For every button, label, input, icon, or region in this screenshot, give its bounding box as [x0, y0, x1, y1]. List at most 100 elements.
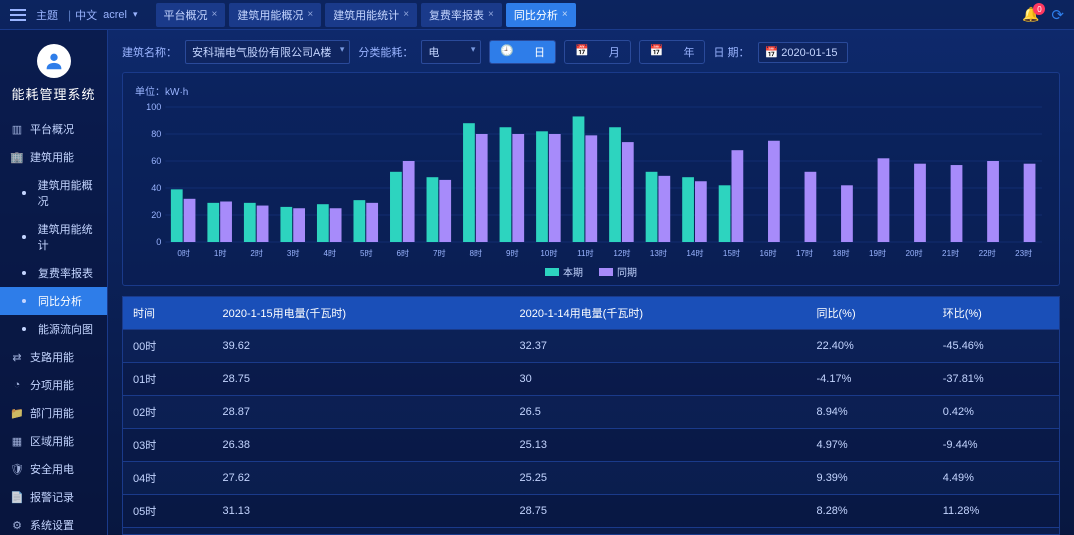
period-clock-icon[interactable]: 🕘	[490, 41, 524, 63]
table-row[interactable]: 06时51.6360-13.95%39.71%	[123, 528, 1059, 535]
date-label: 日 期：	[713, 44, 749, 60]
svg-text:4时: 4时	[323, 248, 336, 258]
tab-close-icon[interactable]: ×	[403, 9, 409, 20]
user-chevron-icon[interactable]: ▾	[133, 9, 138, 20]
svg-text:1时: 1时	[214, 248, 227, 258]
sidebar-item-6[interactable]: 能源流向图	[0, 315, 107, 343]
data-table: 时间2020-1-15用电量(千瓦时)2020-1-14用电量(千瓦时)同比(%…	[123, 297, 1059, 535]
legend-item[interactable]: 同期	[599, 264, 637, 279]
svg-text:40: 40	[151, 183, 161, 193]
svg-text:14时: 14时	[686, 248, 703, 258]
sidebar-item-1[interactable]: 🏢建筑用能	[0, 143, 107, 171]
svg-text:11时: 11时	[577, 248, 594, 258]
table-header: 同比(%)	[807, 297, 933, 330]
svg-text:60: 60	[151, 156, 161, 166]
sidebar-item-9[interactable]: 📁部门用能	[0, 399, 107, 427]
table-row[interactable]: 04时27.6225.259.39%4.49%	[123, 462, 1059, 495]
svg-text:6时: 6时	[396, 248, 409, 258]
sidebar-item-13[interactable]: ⚙系统设置	[0, 511, 107, 535]
chart-unit: 单位：kW·h	[135, 83, 1047, 98]
sidebar-item-4[interactable]: 复费率报表	[0, 259, 107, 287]
date-cal-icon: 📅	[765, 47, 782, 59]
sidebar-item-7[interactable]: ⇄支路用能	[0, 343, 107, 371]
period-year[interactable]: 年	[673, 41, 704, 63]
tab-close-icon[interactable]: ×	[488, 9, 494, 20]
sidebar-item-10[interactable]: ▦区域用能	[0, 427, 107, 455]
svg-text:5时: 5时	[360, 248, 373, 258]
nav-icon: ▥	[10, 123, 24, 136]
table-row[interactable]: 05时31.1328.758.28%11.28%	[123, 495, 1059, 528]
period-cal1-icon[interactable]: 📅	[565, 41, 599, 63]
sidebar-item-0[interactable]: ▥平台概况	[0, 115, 107, 143]
period-group: 🕘 日	[489, 40, 556, 64]
bar-chart: 0204060801000时1时2时3时4时5时6时7时8时9时10时11时12…	[135, 102, 1047, 262]
svg-text:21时: 21时	[942, 248, 959, 258]
svg-text:2时: 2时	[250, 248, 263, 258]
period-cal2-icon[interactable]: 📅	[640, 41, 674, 63]
period-day[interactable]: 日	[524, 41, 555, 63]
tab-3[interactable]: 复费率报表×	[421, 3, 502, 27]
svg-text:100: 100	[146, 102, 161, 112]
svg-text:10时: 10时	[540, 248, 557, 258]
svg-text:3时: 3时	[287, 248, 300, 258]
nav-icon: 📁	[10, 407, 24, 420]
svg-text:16时: 16时	[759, 248, 776, 258]
table-row[interactable]: 02时28.8726.58.94%0.42%	[123, 396, 1059, 429]
lang-label[interactable]: 中文	[75, 7, 97, 23]
svg-text:0: 0	[156, 237, 161, 247]
refresh-icon[interactable]: ⟳	[1051, 6, 1064, 24]
tab-1[interactable]: 建筑用能概况×	[229, 3, 321, 27]
svg-text:13时: 13时	[650, 248, 667, 258]
table-header: 时间	[123, 297, 213, 330]
period-month[interactable]: 月	[599, 41, 630, 63]
table-header: 2020-1-14用电量(千瓦时)	[510, 297, 807, 330]
building-select[interactable]: 安科瑞电气股份有限公司A楼	[185, 40, 350, 64]
nav-icon: ⇄	[10, 351, 24, 364]
building-label: 建筑名称：	[122, 44, 177, 60]
user-name[interactable]: acrel	[103, 9, 127, 21]
tab-2[interactable]: 建筑用能统计×	[325, 3, 417, 27]
svg-text:9时: 9时	[506, 248, 519, 258]
svg-text:7时: 7时	[433, 248, 446, 258]
table-header: 2020-1-15用电量(千瓦时)	[213, 297, 510, 330]
nav-icon: ⚙	[10, 519, 24, 532]
svg-text:12时: 12时	[613, 248, 630, 258]
svg-text:18时: 18时	[833, 248, 850, 258]
type-label: 分类能耗：	[358, 44, 413, 60]
svg-text:15时: 15时	[723, 248, 740, 258]
svg-text:19时: 19时	[869, 248, 886, 258]
sidebar-item-2[interactable]: 建筑用能概况	[0, 171, 107, 215]
tab-0[interactable]: 平台概况×	[156, 3, 226, 27]
tab-close-icon[interactable]: ×	[307, 9, 313, 20]
tab-4[interactable]: 同比分析×	[506, 3, 576, 27]
svg-text:22时: 22时	[979, 248, 996, 258]
legend-item[interactable]: 本期	[545, 264, 583, 279]
nav-icon: 📄	[10, 491, 24, 504]
nav-icon: 🛡	[10, 463, 24, 476]
svg-text:23时: 23时	[1015, 248, 1032, 258]
nav-icon: ◔	[10, 379, 24, 391]
brand-title: 能耗管理系统	[11, 84, 95, 103]
tab-close-icon[interactable]: ×	[562, 9, 568, 20]
sidebar-item-8[interactable]: ◔分项用能	[0, 371, 107, 399]
svg-text:8时: 8时	[470, 248, 483, 258]
bell-icon[interactable]: 🔔0	[1022, 6, 1039, 23]
table-row[interactable]: 01时28.7530-4.17%-37.81%	[123, 363, 1059, 396]
svg-text:0时: 0时	[177, 248, 190, 258]
theme-label: 主题	[36, 7, 58, 23]
notif-badge: 0	[1033, 3, 1045, 15]
brand-avatar-icon	[37, 44, 71, 78]
table-row[interactable]: 00时39.6232.3722.40%-45.46%	[123, 330, 1059, 363]
date-input[interactable]: 📅 2020-01-15	[758, 42, 848, 63]
tab-close-icon[interactable]: ×	[212, 9, 218, 20]
table-row[interactable]: 03时26.3825.134.97%-9.44%	[123, 429, 1059, 462]
nav-icon: ▦	[10, 435, 24, 448]
svg-text:20: 20	[151, 210, 161, 220]
menu-toggle[interactable]	[10, 9, 26, 21]
sidebar-item-11[interactable]: 🛡安全用电	[0, 455, 107, 483]
sidebar-item-12[interactable]: 📄报警记录	[0, 483, 107, 511]
svg-text:17时: 17时	[796, 248, 813, 258]
sidebar-item-5[interactable]: 同比分析	[0, 287, 107, 315]
type-select[interactable]: 电	[421, 40, 481, 64]
sidebar-item-3[interactable]: 建筑用能统计	[0, 215, 107, 259]
